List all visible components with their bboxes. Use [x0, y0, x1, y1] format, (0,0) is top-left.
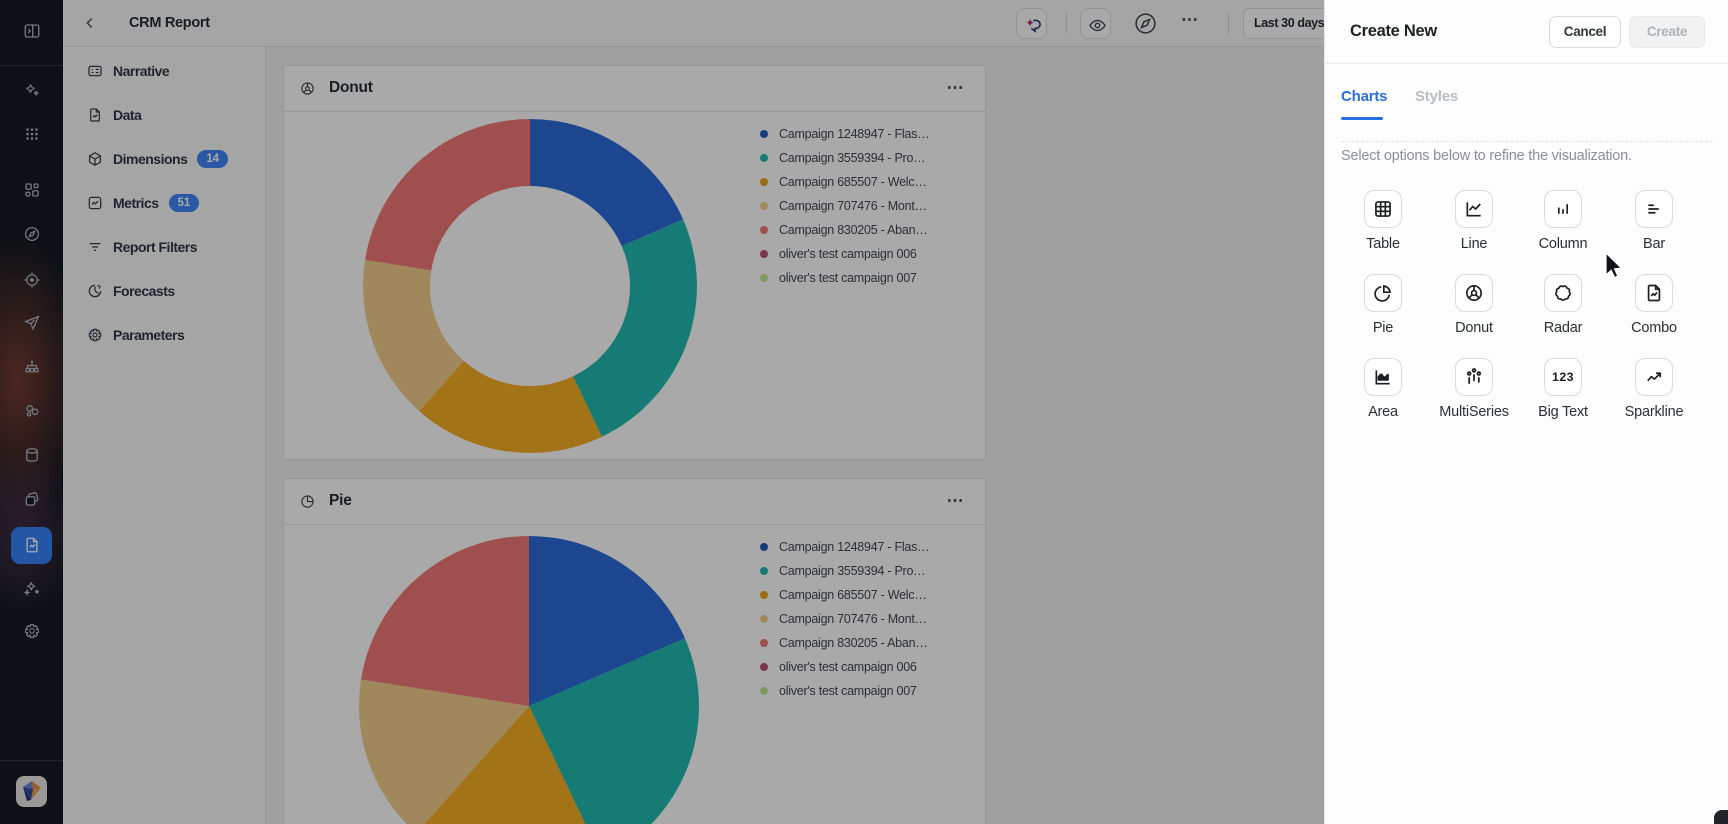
svg-text:123: 123: [1552, 370, 1574, 384]
